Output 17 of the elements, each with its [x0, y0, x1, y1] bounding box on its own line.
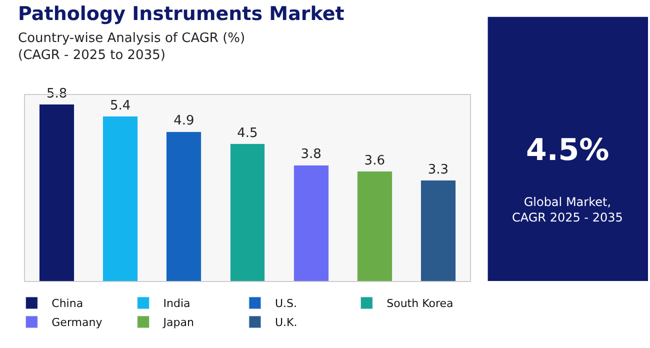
data-label: 3.6: [364, 153, 385, 168]
legend-label: China: [52, 297, 84, 310]
legend-label: Japan: [162, 316, 194, 330]
legend-label: South Korea: [386, 297, 454, 310]
data-label: 5.4: [110, 98, 131, 114]
data-label: 3.8: [300, 147, 322, 162]
data-label: 4.5: [237, 126, 258, 141]
legend-label: U.S.: [274, 297, 297, 310]
text: 4.5%: [526, 133, 610, 168]
chart-title: Pathology Instruments Market: [18, 3, 344, 25]
data-label: 3.3: [428, 162, 449, 178]
text: Global Market, CAGR 2025 - 2035: [512, 195, 623, 225]
chart-subtitle: Country-wise Analysis of CAGR (%) (CAGR - 2025 to 2035): [18, 31, 246, 63]
legend-label: India: [163, 297, 190, 310]
legend-label: U.K.: [274, 316, 298, 330]
legend-label: Germany: [52, 316, 103, 330]
data-label: 4.9: [174, 114, 194, 129]
